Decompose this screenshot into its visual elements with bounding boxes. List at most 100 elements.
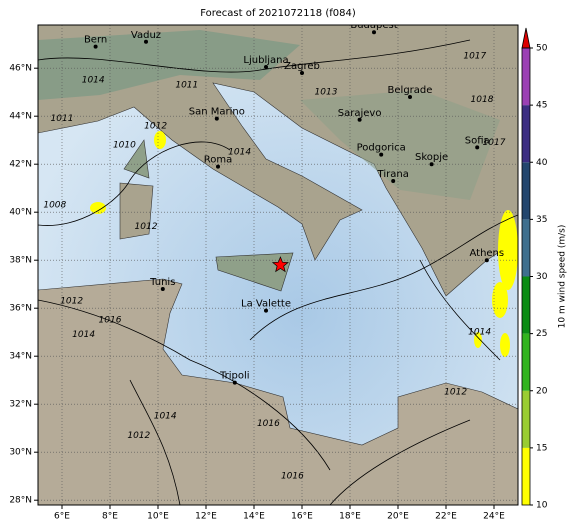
isobar-label: 1016 bbox=[99, 316, 122, 326]
colorbar-label: 10 m wind speed (m/s) bbox=[558, 225, 568, 329]
colorbar-tick-label: 20 bbox=[536, 386, 548, 396]
city-label: Tirana bbox=[377, 169, 409, 180]
city-label: Skopje bbox=[415, 152, 448, 163]
map: 1014 1011 1012 1010 1011 1013 1017 1018 1017 1014… bbox=[38, 20, 518, 505]
x-tick-label: 6°E bbox=[54, 512, 70, 522]
colorbar-segment bbox=[522, 333, 530, 391]
x-tick-label: 20°E bbox=[387, 512, 409, 522]
x-tick-label: 14°E bbox=[243, 512, 265, 522]
alps bbox=[38, 30, 300, 100]
city-dot bbox=[160, 287, 165, 291]
city-dot bbox=[372, 30, 376, 35]
colorbar-tick-label: 15 bbox=[536, 443, 547, 453]
city-label: Ljubljana bbox=[243, 55, 288, 66]
city-dot bbox=[429, 162, 434, 167]
grid bbox=[38, 25, 518, 505]
isobar-label: 1012 bbox=[60, 297, 83, 307]
x-tick-label: 10°E bbox=[147, 512, 169, 522]
city-dot bbox=[475, 145, 480, 150]
isobar-label: 1011 bbox=[175, 81, 198, 91]
x-tick-label: 8°E bbox=[102, 512, 118, 522]
title: Forecast of 2021072118 (f084) bbox=[200, 8, 356, 19]
isobar-label: 1013 bbox=[315, 88, 338, 98]
colorbar-segment bbox=[522, 162, 530, 220]
colorbar-tick-label: 25 bbox=[536, 329, 547, 339]
isobars bbox=[38, 39, 518, 505]
isobar-label: 1010 bbox=[113, 141, 136, 151]
city-dot bbox=[391, 179, 396, 183]
isobar-label: 1014 bbox=[82, 76, 105, 86]
city-dot bbox=[216, 164, 220, 169]
city-label: Belgrade bbox=[388, 85, 433, 96]
colorbar-tick-label: 45 bbox=[536, 101, 547, 111]
city-label: Bern bbox=[84, 35, 107, 46]
city-dot bbox=[379, 152, 384, 157]
colorbar-segment bbox=[522, 276, 530, 334]
isobar-label: 1012 bbox=[135, 222, 158, 232]
isobar-label: 1011 bbox=[51, 114, 74, 124]
isobar-label: 1012 bbox=[444, 388, 467, 398]
y-tick-label: 34°N bbox=[9, 352, 32, 362]
sardinia bbox=[119, 182, 154, 240]
colorbar-segment bbox=[522, 390, 530, 448]
isobar-label: 1012 bbox=[127, 431, 150, 441]
y-tick-label: 38°N bbox=[9, 256, 32, 266]
y-tick-label: 30°N bbox=[9, 448, 32, 458]
colorbar-tick-label: 30 bbox=[536, 272, 548, 282]
colorbar-tick-label: 50 bbox=[536, 44, 548, 54]
city-dot bbox=[264, 308, 268, 313]
city-dot bbox=[144, 39, 148, 44]
colorbar-segment bbox=[522, 219, 530, 277]
wind-patches bbox=[90, 131, 518, 357]
y-tick-label: 40°N bbox=[9, 208, 32, 218]
y-tick-label: 42°N bbox=[9, 160, 32, 170]
isobar-label: 1017 bbox=[483, 138, 506, 148]
x-tick-label: 12°E bbox=[195, 512, 217, 522]
colorbar-segment bbox=[522, 48, 530, 106]
isobar-label: 1016 bbox=[257, 419, 280, 429]
city-dot bbox=[408, 95, 412, 99]
city-dot bbox=[484, 258, 489, 263]
frame bbox=[37, 24, 519, 506]
axes: 6°E 8°E 10°E 12°E 14°E 16°E 18°E 20°E 22°E 24°E 28… bbox=[9, 64, 505, 522]
colorbar-tick-label: 35 bbox=[536, 215, 547, 225]
x-tick-label: 18°E bbox=[339, 512, 361, 522]
city-label: Podgorica bbox=[357, 143, 406, 154]
isobar-label: 1017 bbox=[463, 52, 486, 62]
city-label: Vaduz bbox=[131, 30, 161, 41]
isobar-label: 1012 bbox=[144, 121, 167, 131]
colorbar-segment bbox=[522, 447, 530, 505]
city-label: Zagreb bbox=[284, 61, 320, 72]
city-label: Roma bbox=[204, 155, 233, 166]
city-label: Sofia bbox=[465, 135, 490, 146]
isobar-label: 1014 bbox=[154, 412, 177, 422]
colorbar: 10 15 20 25 30 35 40 45 50 10 m wind speed (m/s) bbox=[521, 27, 568, 511]
city-label: Budapest bbox=[350, 20, 397, 31]
isobar-label: 1018 bbox=[471, 95, 494, 105]
city-label: Sarajevo bbox=[338, 108, 382, 119]
isobar-label: 1014 bbox=[468, 328, 491, 338]
city-label: Tripoli bbox=[219, 371, 250, 382]
y-tick-label: 36°N bbox=[9, 304, 32, 314]
y-tick-label: 32°N bbox=[9, 400, 32, 410]
y-tick-label: 46°N bbox=[9, 64, 32, 74]
city-label: Tunis bbox=[149, 277, 175, 288]
city-label: Athens bbox=[469, 248, 504, 259]
balkans bbox=[300, 90, 500, 200]
y-tick-label: 44°N bbox=[9, 112, 32, 122]
city-label: San Marino bbox=[189, 107, 245, 118]
colorbar-extend bbox=[521, 27, 531, 49]
city-dot bbox=[264, 65, 268, 69]
colorbar-segment bbox=[522, 105, 530, 163]
isobar-label: 1008 bbox=[43, 201, 66, 211]
overlay: 1014 1011 1012 1010 1011 1013 1017 1018 1017 1014… bbox=[43, 20, 506, 482]
city-dot bbox=[232, 380, 237, 385]
city-label: La Valette bbox=[241, 299, 291, 310]
x-tick-label: 24°E bbox=[483, 512, 505, 522]
city-dot bbox=[357, 117, 362, 122]
corsica bbox=[123, 139, 150, 179]
isobar-label: 1014 bbox=[228, 148, 251, 158]
colorbar-tick-label: 10 bbox=[536, 501, 548, 511]
